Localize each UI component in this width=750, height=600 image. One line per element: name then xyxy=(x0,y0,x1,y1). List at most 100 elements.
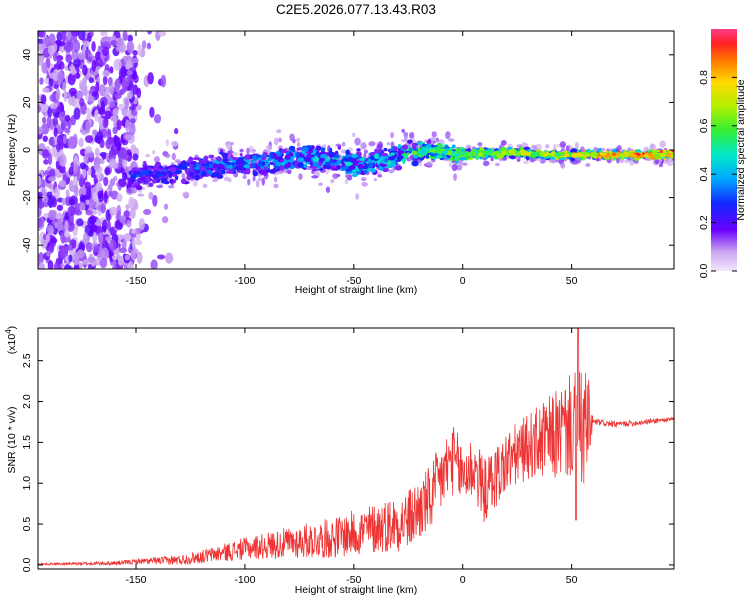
noise-blob xyxy=(134,227,141,235)
noise-blob xyxy=(86,114,91,121)
faint-blob xyxy=(255,179,260,188)
ridge-blob xyxy=(451,144,456,149)
noise-blob xyxy=(100,101,105,113)
ridge-blob xyxy=(267,154,274,158)
ridge-blob xyxy=(255,154,262,158)
noise-blob xyxy=(153,114,162,124)
faint-blob xyxy=(531,144,537,149)
noise-blob xyxy=(117,255,124,267)
faint-blob xyxy=(435,137,439,142)
noise-blob xyxy=(49,103,58,109)
ridge-blob xyxy=(267,157,273,162)
ridge-blob xyxy=(311,168,319,172)
ridge-blob xyxy=(216,156,222,162)
ridge-blob xyxy=(351,173,358,178)
noise-blob xyxy=(79,148,87,157)
noise-blob xyxy=(68,197,75,206)
ridge-blob xyxy=(334,150,339,155)
noise-blob xyxy=(79,83,88,92)
ridge-core xyxy=(555,152,561,157)
faint-blob xyxy=(168,185,175,189)
ridge-blob xyxy=(386,159,392,165)
faint-blob xyxy=(330,178,335,184)
faint-blob xyxy=(340,149,347,154)
ridge-blob xyxy=(320,147,326,152)
faint-blob xyxy=(223,176,231,182)
ridge-blob xyxy=(139,176,146,181)
ridge-core xyxy=(539,152,545,157)
noise-blob xyxy=(76,249,85,259)
ridge-blob xyxy=(356,169,361,175)
noise-blob xyxy=(127,34,134,42)
ridge-blob xyxy=(307,157,312,161)
faint-blob xyxy=(453,173,457,181)
colorbar-ticks: 0.0 0.2 0.4 0.6 0.8 xyxy=(698,70,737,278)
noise-blob xyxy=(92,129,98,136)
snr-y-label: SNR (10 * v/v) xyxy=(6,406,18,473)
noise-blob xyxy=(38,206,42,218)
noise-blob xyxy=(85,209,93,216)
ridge-core xyxy=(563,153,570,157)
noise-blob xyxy=(82,232,89,243)
noise-blob xyxy=(59,153,67,167)
noise-blob xyxy=(100,31,108,37)
faint-blob xyxy=(461,162,468,166)
ridge-core xyxy=(453,153,460,157)
noise-blob xyxy=(92,191,98,202)
noise-blob xyxy=(119,247,128,254)
noise-blob xyxy=(42,116,47,124)
noise-blob xyxy=(84,135,94,144)
noise-blob xyxy=(73,107,81,120)
faint-blob xyxy=(373,177,378,182)
noise-blob xyxy=(113,58,122,71)
faint-blob xyxy=(355,193,360,200)
noise-blob xyxy=(40,102,49,113)
noise-blob xyxy=(88,93,95,104)
ridge-blob xyxy=(421,143,426,148)
snr-x-label: Height of straight line (km) xyxy=(295,584,418,596)
noise-blob xyxy=(119,215,127,224)
faint-blob xyxy=(649,143,657,151)
faint-blob xyxy=(249,145,254,152)
ridge-blob xyxy=(208,154,215,158)
noise-blob xyxy=(85,107,91,116)
noise-blob xyxy=(109,66,114,74)
noise-blob xyxy=(99,257,108,269)
noise-blob xyxy=(94,109,99,122)
noise-blob xyxy=(131,71,138,80)
ridge-core xyxy=(508,149,515,154)
ridge-blob xyxy=(497,154,504,160)
noise-blob xyxy=(93,156,102,164)
colorbar-tick-label: 0.4 xyxy=(698,167,710,182)
faint-blob xyxy=(377,141,384,149)
ridge-blob xyxy=(201,166,207,173)
noise-blob xyxy=(138,217,145,231)
ridge-blob xyxy=(375,149,383,154)
ridge-blob xyxy=(200,170,207,177)
noise-blob xyxy=(59,44,65,54)
ridge-blob xyxy=(390,161,396,167)
ridge-blob xyxy=(280,148,288,154)
noise-blob xyxy=(130,144,137,154)
noise-blob xyxy=(158,31,167,37)
noise-blob xyxy=(101,46,110,57)
ridge-core xyxy=(666,153,672,158)
ridge-blob xyxy=(216,174,224,180)
ridge-blob xyxy=(427,138,432,145)
ridge-blob xyxy=(307,148,314,154)
ridge-blob xyxy=(570,148,578,154)
ridge-blob xyxy=(278,158,284,163)
noise-blob xyxy=(64,211,70,221)
ridge-blob xyxy=(382,167,389,173)
noise-blob xyxy=(38,252,44,264)
ridge-blob xyxy=(202,159,207,163)
ridge-blob xyxy=(335,164,342,170)
snr-frame xyxy=(37,327,675,570)
noise-blob xyxy=(149,106,155,118)
ridge-blob xyxy=(144,176,151,182)
ridge-blob xyxy=(261,161,266,166)
noise-blob xyxy=(65,189,70,198)
faint-blob xyxy=(239,148,244,153)
ridge-blob xyxy=(188,156,194,163)
noise-blob xyxy=(75,90,84,100)
